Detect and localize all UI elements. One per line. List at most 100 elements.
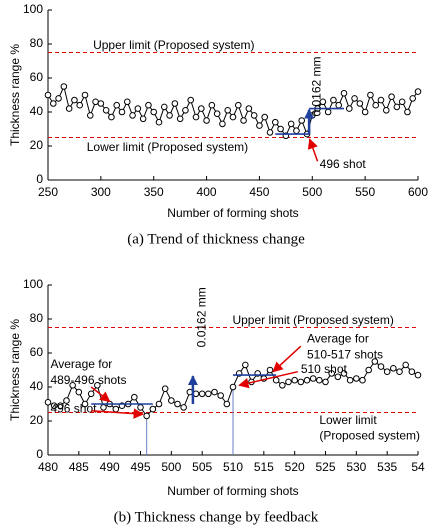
point: [160, 103, 168, 111]
point: [100, 404, 107, 411]
point: [297, 378, 305, 386]
point: [388, 93, 395, 100]
x-tick-label: 510: [223, 460, 243, 474]
x-tick-label: 515: [254, 460, 274, 474]
point: [71, 96, 78, 104]
point: [365, 366, 372, 374]
point: [361, 108, 369, 116]
point: [182, 107, 189, 114]
point: [97, 100, 105, 107]
point: [205, 390, 212, 398]
y-tick-label: 60: [30, 345, 44, 359]
point: [86, 112, 94, 119]
point: [176, 115, 184, 123]
annotation-arrow: [90, 386, 111, 403]
caption: (a) Trend of thickness change: [127, 231, 305, 247]
point: [81, 91, 89, 99]
x-tick-label: 505: [192, 460, 212, 474]
point: [134, 105, 142, 112]
point: [367, 91, 374, 99]
point: [102, 107, 110, 114]
point: [242, 361, 249, 369]
point: [240, 117, 247, 124]
point: [87, 390, 95, 398]
point: [192, 113, 200, 121]
point: [69, 382, 76, 389]
point: [396, 368, 403, 376]
x-tick-label: 535: [377, 460, 397, 474]
point: [351, 95, 358, 102]
x-axis-label: Number of forming shots: [167, 484, 298, 498]
point: [298, 117, 306, 124]
point: [150, 108, 158, 116]
point: [155, 118, 163, 126]
point: [346, 376, 354, 384]
point: [272, 376, 280, 384]
point: [92, 98, 99, 106]
x-tick-label: 550: [355, 185, 375, 199]
x-tick-label: 250: [38, 185, 58, 199]
y-tick-label: 0: [36, 172, 43, 186]
point: [143, 412, 150, 420]
x-tick-label: 485: [69, 460, 89, 474]
point: [382, 107, 390, 114]
x-tick-label: 520: [285, 460, 305, 474]
y-tick-label: 100: [23, 277, 43, 291]
point: [180, 404, 187, 411]
point: [55, 95, 62, 102]
y-tick-label: 40: [30, 379, 44, 393]
point: [261, 113, 269, 121]
point: [266, 366, 274, 374]
point: [44, 399, 52, 406]
annotation: Average for: [307, 332, 369, 346]
annotation-arrow: [272, 345, 302, 373]
annotation: 489-496 shots: [50, 373, 126, 387]
point: [303, 376, 311, 384]
point: [224, 107, 232, 114]
point: [335, 101, 343, 109]
annotation: 510-517 shots: [307, 348, 383, 362]
x-tick-label: 400: [197, 185, 217, 199]
point: [166, 112, 173, 119]
point: [63, 397, 70, 404]
point: [377, 96, 385, 104]
y-axis-label: Thickness range %: [8, 319, 22, 421]
point: [287, 120, 295, 128]
point: [57, 402, 64, 410]
point: [94, 382, 101, 389]
x-tick-label: 525: [315, 460, 335, 474]
x-tick-label: 530: [346, 460, 366, 474]
point: [155, 400, 163, 408]
point: [356, 100, 364, 107]
point: [113, 101, 121, 109]
y-tick-label: 40: [30, 104, 44, 118]
limit-label: Upper limit (Proposed system): [232, 313, 393, 327]
x-tick-label: 500: [161, 460, 181, 474]
y-tick-label: 100: [23, 2, 43, 16]
annotation: 496 shot: [320, 157, 367, 171]
y-tick-label: 0: [36, 447, 43, 461]
point: [277, 125, 284, 133]
point: [81, 400, 89, 408]
point: [402, 361, 409, 369]
point: [229, 383, 237, 391]
point: [211, 388, 218, 396]
x-tick-label: 495: [130, 460, 150, 474]
point: [353, 375, 360, 382]
point: [168, 397, 175, 404]
x-tick-label: 350: [144, 185, 164, 199]
annotation: (Proposed system): [319, 428, 420, 442]
point: [291, 376, 298, 384]
y-tick-label: 20: [30, 413, 44, 427]
point: [319, 98, 327, 106]
x-tick-label: 600: [408, 185, 428, 199]
point: [49, 100, 57, 107]
point: [359, 376, 366, 384]
point: [108, 113, 115, 121]
point: [334, 373, 342, 381]
annotation-arrow: [91, 408, 145, 419]
point: [137, 404, 144, 411]
point: [139, 115, 147, 123]
point: [118, 108, 126, 116]
point: [324, 108, 332, 116]
